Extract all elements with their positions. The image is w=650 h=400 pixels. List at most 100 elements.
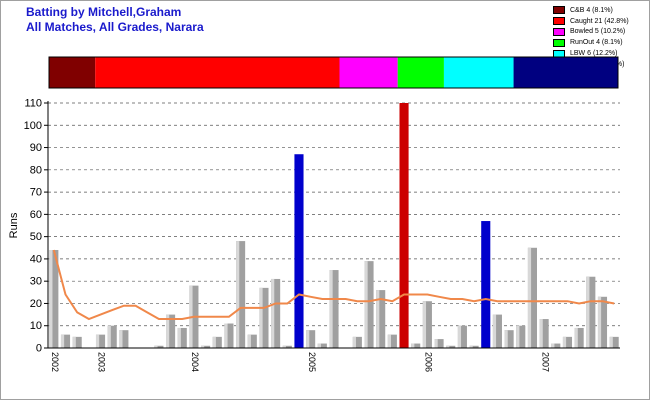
innings-bar-shade	[597, 296, 602, 348]
innings-bar-shade	[317, 343, 321, 348]
chart-title: Batting by Mitchell,Graham	[26, 5, 182, 19]
legend-item: RunOut 4 (8.1%)	[553, 37, 629, 48]
innings-bar	[469, 345, 479, 348]
innings-bar-shade	[609, 336, 613, 348]
x-tick-label: 2007	[540, 352, 550, 372]
y-tick-label: 50	[30, 231, 42, 243]
y-tick-label: 80	[30, 164, 42, 176]
y-tick-label: 20	[30, 298, 42, 310]
innings-bar-shade	[504, 330, 508, 348]
innings-bar-shade	[166, 314, 170, 348]
innings-bar-shade	[201, 345, 205, 348]
innings-bar	[247, 334, 257, 348]
innings-bar	[294, 154, 304, 348]
innings-bar	[166, 314, 176, 348]
innings-bar	[317, 343, 327, 348]
x-tick-label: 2005	[307, 352, 317, 372]
innings-bar	[60, 334, 71, 348]
innings-bar	[212, 336, 222, 348]
legend-item: Caught 21 (42.8%)	[553, 16, 629, 27]
innings-bar-shade	[282, 345, 286, 348]
innings-bar-shade	[446, 345, 450, 348]
innings-bar	[282, 345, 292, 348]
y-axis-label: Runs	[8, 212, 20, 238]
innings-bar-shade	[469, 345, 473, 348]
innings-bar-shade	[574, 327, 578, 348]
y-tick-label: 60	[30, 209, 42, 221]
dismissal-segment	[49, 57, 96, 88]
innings-bar	[201, 345, 211, 348]
innings-bar-shade	[95, 334, 100, 348]
innings-bar-shade	[154, 345, 158, 348]
x-tick-label: 2003	[97, 352, 107, 372]
innings-bar	[539, 319, 549, 348]
legend-swatch	[553, 27, 565, 36]
x-tick-label: 2002	[50, 352, 60, 372]
innings-bar-shade	[177, 327, 181, 348]
dismissal-segment	[397, 57, 444, 88]
y-tick-label: 30	[30, 276, 42, 288]
dismissal-strip-border	[48, 56, 619, 89]
innings-bar	[551, 343, 561, 348]
innings-bar-shade	[539, 319, 543, 348]
dismissal-segment	[95, 57, 340, 88]
innings-bar	[95, 334, 106, 348]
innings-bar-shade	[516, 325, 520, 348]
x-tick-label: 2006	[424, 352, 434, 372]
innings-bar-shade	[271, 278, 275, 348]
innings-bar	[224, 323, 234, 348]
innings-bar	[457, 325, 467, 348]
innings-bar	[504, 330, 514, 348]
innings-bar-shade	[434, 339, 438, 348]
innings-bar	[329, 270, 339, 348]
innings-bar	[154, 345, 164, 348]
innings-bar-shade	[224, 323, 228, 348]
innings-bar	[49, 250, 59, 348]
innings-bar	[119, 330, 129, 348]
innings-bar	[422, 301, 432, 348]
legend-item: C&B 4 (8.1%)	[553, 5, 629, 16]
innings-bar	[387, 334, 397, 348]
innings-bar	[481, 221, 491, 348]
innings-bar	[271, 278, 281, 348]
innings-bar	[177, 327, 187, 348]
innings-bar	[107, 325, 117, 348]
innings-bar-shade	[352, 336, 356, 348]
dismissal-segment	[339, 57, 398, 88]
dismissal-segment	[513, 57, 618, 88]
innings-bar	[306, 330, 316, 348]
innings-bar-shade	[72, 336, 76, 348]
innings-bar	[562, 336, 573, 348]
innings-bar-shade	[107, 325, 111, 348]
legend-item: Bowled 5 (10.2%)	[553, 27, 629, 38]
legend-label: LBW 6 (12.2%)	[570, 50, 618, 58]
innings-bar	[492, 314, 502, 348]
innings-bar-shade	[457, 325, 462, 348]
dismissal-segment	[443, 57, 514, 88]
innings-bar	[376, 290, 386, 348]
innings-bar-shade	[247, 334, 251, 348]
innings-bar-shade	[329, 270, 333, 348]
innings-bar	[527, 247, 538, 348]
innings-bar-shade	[364, 261, 368, 348]
innings-bar-shade	[376, 290, 380, 348]
innings-bar-shade	[60, 334, 65, 348]
y-tick-label: 70	[30, 187, 42, 199]
innings-bar-shade	[387, 334, 392, 348]
innings-bar-shade	[562, 336, 567, 348]
innings-bar	[586, 276, 596, 348]
innings-bar	[609, 336, 619, 348]
legend-swatch	[553, 17, 565, 26]
x-tick-label: 2004	[190, 352, 200, 372]
y-tick-label: 0	[36, 343, 42, 355]
innings-bar-shade	[236, 241, 240, 348]
innings-bar-shade	[49, 250, 53, 348]
innings-bar	[574, 327, 584, 348]
y-tick-label: 10	[30, 320, 42, 332]
innings-bar	[516, 325, 526, 348]
innings-bar	[72, 336, 82, 348]
innings-bar-shade	[422, 301, 427, 348]
chart-subtitle: All Matches, All Grades, Narara	[26, 20, 204, 34]
innings-bar-shade	[306, 330, 310, 348]
